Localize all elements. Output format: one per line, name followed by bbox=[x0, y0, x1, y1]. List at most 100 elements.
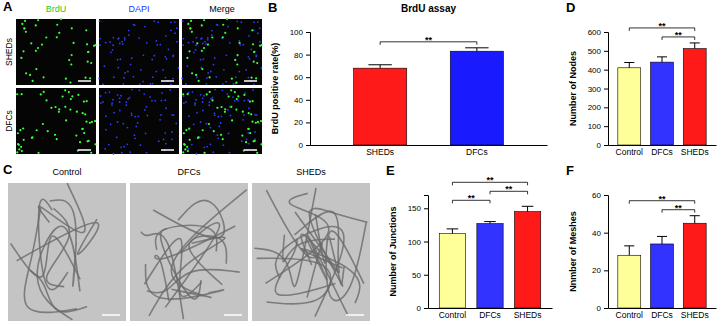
tick-label: SHEDs bbox=[514, 310, 542, 320]
micrograph bbox=[16, 88, 97, 154]
nucleus bbox=[242, 119, 244, 121]
bar bbox=[618, 255, 641, 308]
nucleus bbox=[202, 110, 204, 112]
nucleus bbox=[210, 98, 212, 100]
y-tick: 100 bbox=[408, 238, 428, 247]
nucleus bbox=[193, 123, 195, 125]
tick-label: 80 bbox=[294, 51, 303, 60]
panel-label: F bbox=[566, 163, 574, 178]
brdu-spot bbox=[236, 98, 238, 100]
nucleus bbox=[144, 109, 146, 111]
micrograph bbox=[16, 18, 97, 85]
x-axis: SHEDsDFCs bbox=[311, 145, 548, 157]
tick-label: 100 bbox=[290, 28, 304, 37]
brdu-spot bbox=[40, 93, 42, 95]
nucleus bbox=[229, 106, 231, 108]
brdu-spot bbox=[58, 32, 60, 34]
nucleus bbox=[187, 65, 189, 67]
plot: 0204060ControlDFCsSHEDsNnmber of Meshes*… bbox=[568, 191, 717, 320]
y-tick: 200 bbox=[588, 103, 608, 112]
brdu-spot bbox=[56, 36, 58, 38]
nucleus bbox=[200, 59, 202, 61]
brdu-spot bbox=[84, 113, 86, 115]
brdu-spot bbox=[247, 128, 249, 130]
nucleus bbox=[226, 93, 228, 95]
brdu-spot bbox=[95, 44, 97, 46]
nucleus bbox=[131, 89, 133, 91]
nucleus bbox=[251, 48, 253, 50]
nucleus bbox=[143, 93, 145, 95]
nucleus bbox=[125, 101, 127, 103]
nucleus bbox=[137, 122, 139, 124]
tick-label: 100 bbox=[588, 122, 602, 131]
nucleus bbox=[213, 64, 215, 66]
nucleus bbox=[223, 69, 225, 71]
nucleus bbox=[137, 115, 139, 117]
brdu-spot bbox=[37, 47, 39, 49]
brdu-spot bbox=[21, 93, 23, 95]
brdu-spot bbox=[256, 152, 258, 154]
nucleus bbox=[214, 114, 216, 116]
brdu-spot bbox=[184, 144, 186, 146]
nucleus bbox=[131, 114, 133, 116]
brdu-spot bbox=[37, 19, 39, 21]
nucleus bbox=[132, 76, 134, 78]
nucleus bbox=[158, 140, 160, 142]
brdu-spot bbox=[17, 143, 19, 145]
nucleus bbox=[195, 49, 197, 51]
tick-label: 500 bbox=[588, 47, 602, 56]
nucleus bbox=[112, 99, 114, 101]
nucleus bbox=[255, 78, 257, 80]
brdu-spot bbox=[252, 100, 254, 102]
nucleus bbox=[205, 43, 207, 45]
nucleus bbox=[215, 76, 217, 78]
nucleus bbox=[105, 42, 107, 44]
brdu-spot bbox=[71, 95, 73, 97]
brdu-spot bbox=[87, 51, 89, 53]
brdu-spot bbox=[230, 89, 232, 91]
tick-label: 20 bbox=[592, 266, 601, 275]
nucleus bbox=[113, 112, 115, 114]
x-tick: SHEDs bbox=[681, 145, 709, 157]
nucleus bbox=[123, 77, 125, 79]
bar bbox=[450, 51, 503, 145]
tick-mark bbox=[604, 32, 608, 33]
micrograph bbox=[8, 183, 126, 321]
nucleus bbox=[100, 95, 102, 97]
nucleus bbox=[254, 114, 256, 116]
brdu-spot bbox=[254, 140, 256, 142]
nucleus bbox=[146, 42, 148, 44]
brdu-spot bbox=[81, 128, 83, 130]
nucleus bbox=[234, 100, 236, 102]
brdu-spot bbox=[37, 152, 39, 154]
nucleus bbox=[232, 96, 234, 98]
column-label: DFCs bbox=[178, 167, 201, 177]
brdu-spot bbox=[201, 68, 203, 70]
nucleus bbox=[174, 21, 176, 23]
brdu-spot bbox=[18, 148, 20, 150]
significance-label: ** bbox=[675, 203, 683, 213]
nucleus bbox=[229, 42, 231, 44]
brdu-spot bbox=[76, 111, 78, 113]
significance-label: ** bbox=[658, 194, 666, 204]
nucleus bbox=[205, 123, 207, 125]
tick-label: 100 bbox=[408, 238, 422, 247]
nucleus bbox=[160, 114, 162, 116]
nucleus bbox=[195, 44, 197, 46]
brdu-spot bbox=[81, 128, 83, 130]
tick-label: 60 bbox=[592, 191, 601, 200]
nucleus bbox=[120, 95, 122, 97]
nucleus bbox=[145, 133, 147, 135]
brdu-spot bbox=[187, 23, 189, 25]
y-axis: 0100200300400500600 bbox=[588, 28, 609, 150]
nucleus bbox=[193, 51, 195, 53]
brdu-spot bbox=[261, 44, 263, 46]
scale-bar bbox=[244, 80, 257, 82]
nucleus bbox=[173, 114, 175, 116]
nucleus bbox=[185, 83, 187, 85]
brdu-spot bbox=[182, 151, 184, 153]
brdu-spot bbox=[207, 43, 209, 45]
nucleus bbox=[117, 94, 119, 96]
brdu-spot bbox=[255, 122, 257, 124]
nucleus bbox=[122, 43, 124, 45]
